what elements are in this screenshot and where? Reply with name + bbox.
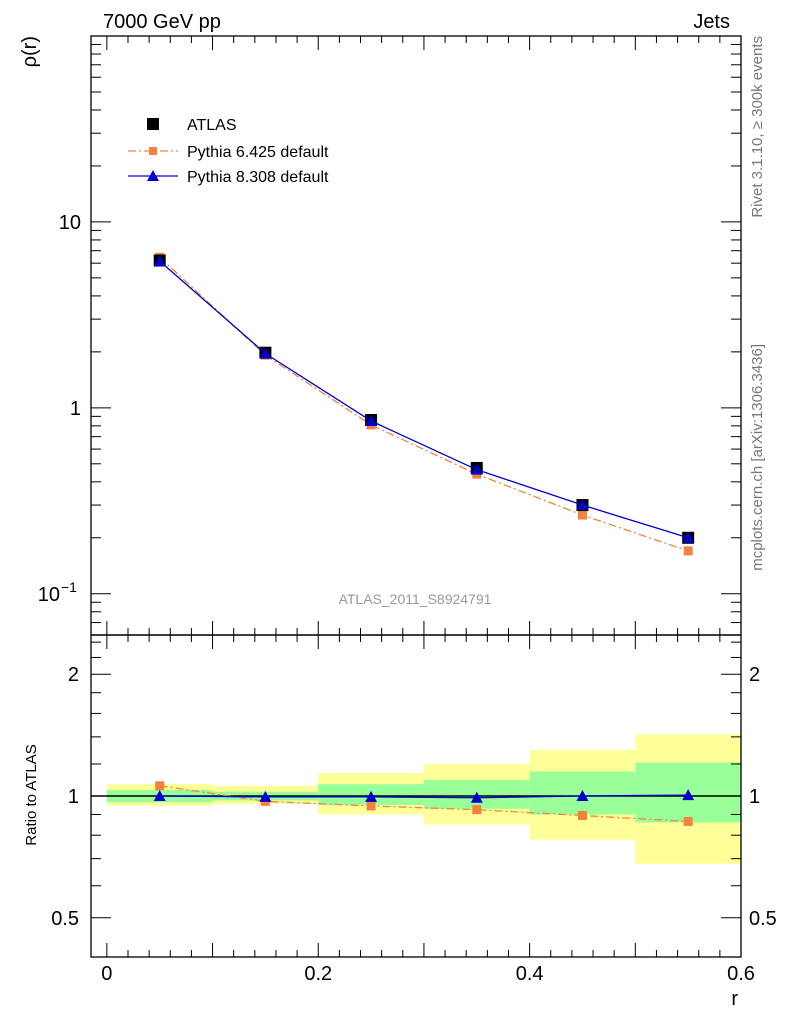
legend-label-atlas: ATLAS — [187, 117, 237, 134]
ratio-point-pythia6 — [155, 781, 165, 791]
point-pythia8 — [365, 414, 378, 426]
point-pythia8 — [153, 255, 166, 267]
ratio-point-pythia6 — [577, 810, 587, 820]
x-tick-label: 0.2 — [304, 963, 332, 985]
watermark: ATLAS_2011_S8924791 — [339, 591, 492, 607]
y-tick-exponent: −1 — [61, 579, 77, 595]
point-pythia6 — [577, 510, 587, 520]
y-tick-label: 1 — [70, 398, 81, 420]
y-tick-label: 10 — [59, 212, 81, 234]
header-right: Jets — [693, 11, 730, 33]
ratio-point-pythia6 — [683, 816, 693, 826]
point-pythia8 — [576, 499, 589, 511]
ratio-y-tick-label: 2 — [68, 664, 79, 686]
ratio-y-tick-label-right: 2 — [749, 664, 760, 686]
ratio-y-tick-label-right: 0.5 — [749, 908, 777, 930]
legend: ATLAS Pythia 6.425 default Pythia 8.308 … — [128, 117, 329, 186]
point-pythia8 — [470, 463, 483, 475]
point-pythia8 — [259, 347, 272, 359]
ratio-point-pythia6 — [472, 805, 482, 815]
main-ylabel: ρ(r) — [19, 36, 41, 67]
ratio-point-pythia8 — [576, 790, 589, 801]
ratio-point-pythia8 — [470, 791, 483, 803]
point-pythia8 — [682, 531, 695, 543]
header-left: 7000 GeV pp — [103, 11, 221, 33]
x-tick-label: 0 — [101, 963, 112, 985]
ratio-y-tick-label: 1 — [68, 786, 79, 808]
ratio-point-pythia8 — [365, 790, 378, 802]
ratio-point-pythia8 — [153, 790, 166, 801]
ratio-line-pythia8 — [159, 794, 689, 799]
source-label: mcplots.cern.ch [arXiv:1306.3436] — [749, 344, 766, 571]
series-line-pythia8 — [159, 260, 689, 539]
x-axis-label: r — [731, 988, 738, 1010]
series-line-pythia6 — [159, 256, 689, 552]
y-tick-label: 10 — [38, 584, 60, 606]
x-tick-label: 0.6 — [727, 963, 755, 985]
legend-marker-pythia6 — [149, 147, 157, 155]
rivet-label: Rivet 3.1.10, ≥ 300k events — [749, 36, 766, 218]
x-tick-label: 0.4 — [516, 963, 544, 985]
ratio-point-pythia8 — [682, 789, 695, 801]
legend-marker-atlas — [147, 118, 159, 130]
ratio-ylabel: Ratio to ATLAS — [23, 744, 40, 845]
ratio-y-tick-label: 0.5 — [51, 908, 79, 930]
legend-marker-pythia8 — [147, 170, 159, 181]
ratio-point-pythia8 — [259, 790, 272, 802]
legend-label-pythia8: Pythia 8.308 default — [187, 169, 329, 186]
ratio-point-pythia6 — [366, 801, 376, 811]
point-pythia6 — [683, 546, 693, 556]
ratio-y-tick-label-right: 1 — [749, 786, 760, 808]
legend-label-pythia6: Pythia 6.425 default — [187, 144, 329, 161]
